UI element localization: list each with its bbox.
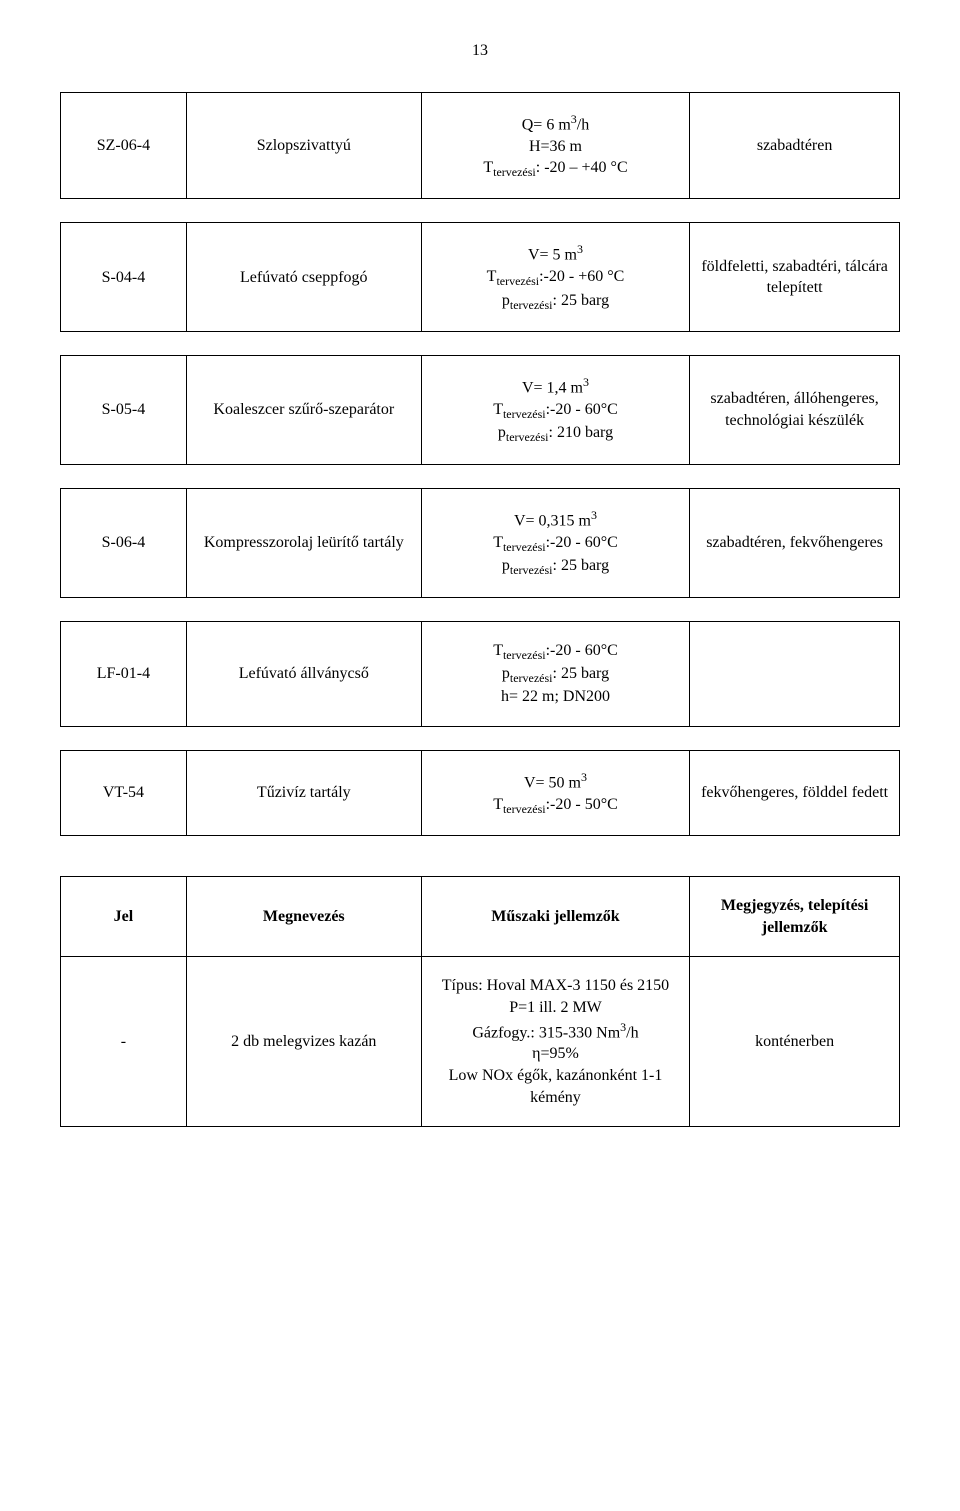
cell-id: LF-01-4 (61, 621, 187, 726)
table-row: S-05-4 Koaleszcer szűrő-szeparátor V= 1,… (61, 356, 900, 465)
cell-spec: Q= 6 m3/h H=36 m Ttervezési: -20 – +40 °… (421, 92, 689, 199)
cell-id: - (61, 957, 187, 1127)
cell-note (690, 621, 900, 726)
cell-spec: Ttervezési:-20 - 60°C ptervezési: 25 bar… (421, 621, 689, 726)
equipment-table-1: SZ-06-4 Szlopszivattyú Q= 6 m3/h H=36 m … (60, 92, 900, 837)
cell-note: konténerben (690, 957, 900, 1127)
table-row: LF-01-4 Lefúvató állványcső Ttervezési:-… (61, 621, 900, 726)
table-row: VT-54 Tűzivíz tartály V= 50 m3 Ttervezés… (61, 750, 900, 835)
equipment-table-2: Jel Megnevezés Műszaki jellemzők Megjegy… (60, 876, 900, 1127)
cell-id: S-06-4 (61, 488, 187, 597)
table-row: - 2 db melegvizes kazán Típus: Hoval MAX… (61, 957, 900, 1127)
table-row: SZ-06-4 Szlopszivattyú Q= 6 m3/h H=36 m … (61, 92, 900, 199)
cell-id: VT-54 (61, 750, 187, 835)
cell-name: 2 db melegvizes kazán (186, 957, 421, 1127)
cell-id: SZ-06-4 (61, 92, 187, 199)
cell-note: földfeletti, szabadtéri, tálcára telepít… (690, 223, 900, 332)
cell-name: Szlopszivattyú (186, 92, 421, 199)
cell-name: Kompresszorolaj leürítő tartály (186, 488, 421, 597)
cell-spec: V= 1,4 m3 Ttervezési:-20 - 60°C ptervezé… (421, 356, 689, 465)
cell-id: S-04-4 (61, 223, 187, 332)
header-cell: Megnevezés (186, 877, 421, 957)
page-number: 13 (60, 40, 900, 62)
cell-spec: V= 5 m3 Ttervezési:-20 - +60 °C ptervezé… (421, 223, 689, 332)
spacer-row (61, 199, 900, 223)
spacer-row (61, 332, 900, 356)
header-cell: Megjegyzés, telepítési jellemzők (690, 877, 900, 957)
spacer-row (61, 464, 900, 488)
cell-note: szabadtéren (690, 92, 900, 199)
table-header-row: Jel Megnevezés Műszaki jellemzők Megjegy… (61, 877, 900, 957)
cell-spec: V= 0,315 m3 Ttervezési:-20 - 60°C pterve… (421, 488, 689, 597)
header-cell: Jel (61, 877, 187, 957)
cell-spec: Típus: Hoval MAX-3 1150 és 2150 P=1 ill.… (421, 957, 689, 1127)
cell-name: Lefúvató állványcső (186, 621, 421, 726)
cell-id: S-05-4 (61, 356, 187, 465)
cell-note: fekvőhengeres, földdel fedett (690, 750, 900, 835)
table-row: S-06-4 Kompresszorolaj leürítő tartály V… (61, 488, 900, 597)
cell-name: Lefúvató cseppfogó (186, 223, 421, 332)
table-row: S-04-4 Lefúvató cseppfogó V= 5 m3 Tterve… (61, 223, 900, 332)
cell-note: szabadtéren, állóhengeres, technológiai … (690, 356, 900, 465)
spacer-row (61, 597, 900, 621)
cell-name: Koaleszcer szűrő-szeparátor (186, 356, 421, 465)
spacer-row (61, 726, 900, 750)
cell-name: Tűzivíz tartály (186, 750, 421, 835)
header-cell: Műszaki jellemzők (421, 877, 689, 957)
cell-spec: V= 50 m3 Ttervezési:-20 - 50°C (421, 750, 689, 835)
cell-note: szabadtéren, fekvőhengeres (690, 488, 900, 597)
